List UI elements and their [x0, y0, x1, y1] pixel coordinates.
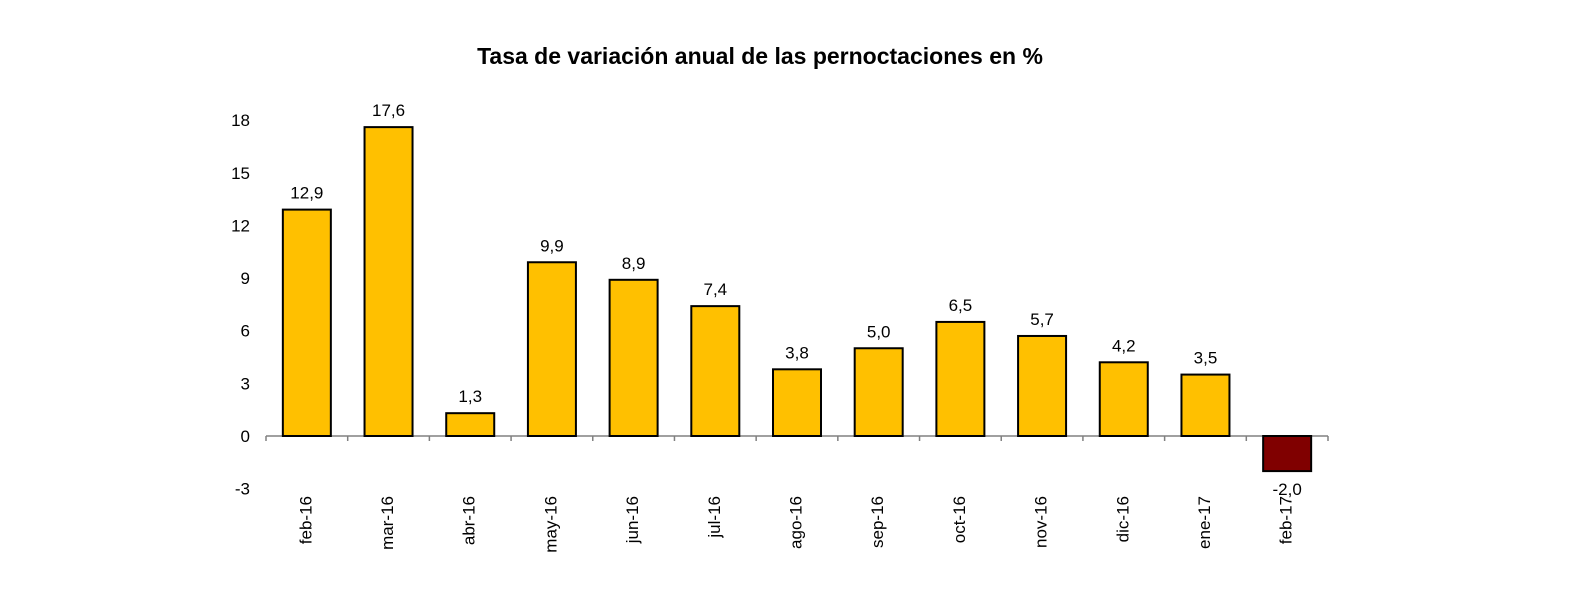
bar — [363, 126, 414, 438]
data-label: 5,7 — [1030, 310, 1054, 329]
bar — [608, 278, 659, 437]
category-label: oct-16 — [950, 496, 969, 543]
data-label: 4,2 — [1112, 336, 1136, 355]
data-label: 17,6 — [372, 101, 405, 120]
data-label: 8,9 — [622, 254, 646, 273]
category-label: nov-16 — [1032, 496, 1051, 548]
category-label: abr-16 — [460, 496, 479, 545]
bar — [1098, 361, 1149, 438]
category-label: feb-16 — [296, 496, 315, 544]
data-label: 1,3 — [458, 387, 482, 406]
category-label: dic-16 — [1113, 496, 1132, 542]
bar — [1017, 334, 1068, 437]
y-tick-label: 0 — [241, 427, 250, 446]
category-label: sep-16 — [868, 496, 887, 548]
data-labels: 12,9 17,6 1,3 9,9 8,9 7,4 3,8 5,0 6,5 5,7 4,2 3,5 -2… — [290, 101, 1302, 499]
bar — [690, 305, 741, 437]
data-label: -2,0 — [1273, 480, 1302, 499]
category-label: ene-17 — [1195, 496, 1214, 549]
bar — [526, 261, 577, 437]
y-tick-label: 12 — [231, 216, 250, 235]
data-label: 12,9 — [290, 184, 323, 203]
category-labels: feb-16 mar-16 abr-16 may-16 jun-16 jul-16 ago-… — [296, 496, 1295, 553]
bar — [281, 208, 332, 437]
y-tick-label: 6 — [241, 322, 250, 341]
category-label: may-16 — [541, 496, 560, 553]
category-label: jun-16 — [623, 496, 642, 544]
bar — [445, 412, 496, 437]
y-tick-label: 9 — [241, 269, 250, 288]
y-tick-label: -3 — [235, 480, 250, 499]
data-label: 7,4 — [703, 280, 727, 299]
bar — [772, 368, 822, 437]
bar — [853, 347, 904, 437]
y-axis: -3 0 3 6 9 12 15 18 — [231, 111, 250, 499]
category-label: feb-17 — [1277, 496, 1296, 544]
y-tick-label: 18 — [231, 111, 250, 130]
category-label: ago-16 — [786, 496, 805, 549]
bar-series — [281, 126, 1313, 473]
data-label: 6,5 — [949, 296, 973, 315]
data-label: 3,8 — [785, 343, 809, 362]
y-tick-label: 15 — [231, 164, 250, 183]
category-label: mar-16 — [378, 496, 397, 550]
data-label: 5,0 — [867, 322, 891, 341]
y-tick-label: 3 — [241, 374, 250, 393]
category-label: jul-16 — [705, 496, 724, 539]
chart-title: Tasa de variación anual de las pernoctac… — [477, 43, 1043, 69]
data-label: 9,9 — [540, 236, 564, 255]
bar — [1180, 373, 1231, 438]
bar — [1262, 435, 1313, 473]
bar — [935, 320, 986, 437]
data-label: 3,5 — [1194, 349, 1218, 368]
